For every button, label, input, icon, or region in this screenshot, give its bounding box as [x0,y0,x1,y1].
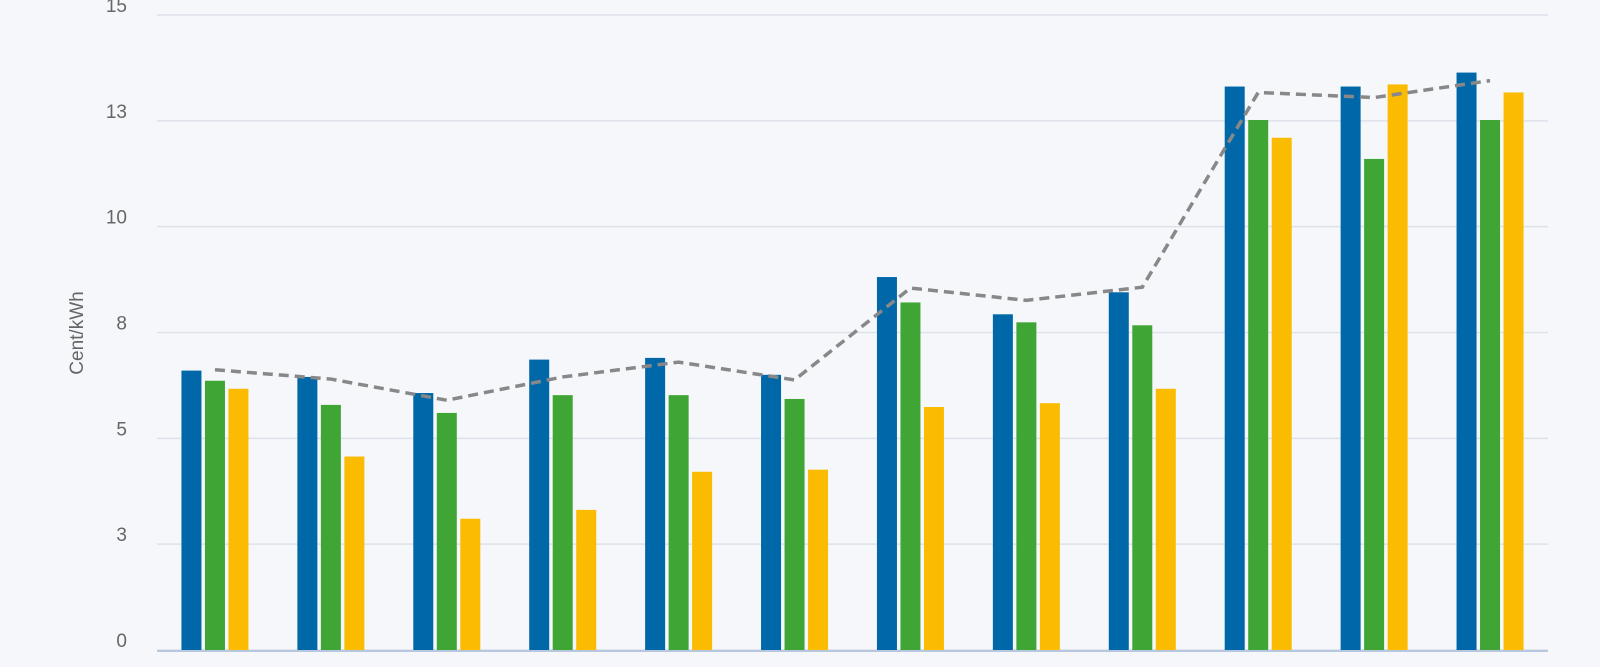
bar [1016,322,1037,650]
y-tick-label: 8 [116,314,127,335]
bar [436,412,457,650]
bar [668,395,689,650]
bar [181,370,202,650]
line [214,78,1491,403]
bar [1480,119,1501,650]
bar [1364,158,1385,650]
bar [344,456,365,650]
y-tick-label: 13 [106,102,127,123]
bar [204,380,225,650]
bar [320,404,341,650]
bar [228,388,249,650]
bar [413,393,434,650]
bar [460,518,481,650]
y-tick-label: 0 [116,631,127,652]
bar [1132,325,1153,650]
bar [1248,119,1269,650]
bar [761,374,782,650]
bar [645,357,666,650]
bar [992,314,1013,650]
bar [1108,292,1129,650]
bar [1456,72,1477,650]
bar [576,509,597,650]
y-tick-label: 15 [106,0,127,17]
bar [1387,84,1408,651]
bar [297,376,318,650]
bar [900,302,921,650]
bar [1340,86,1361,650]
bar [1271,137,1292,650]
bar [529,359,550,650]
y-axis-label: Cent/kWh [67,291,88,374]
bar [552,395,573,650]
bar [692,471,713,650]
bar [876,277,897,650]
bar [1155,388,1176,650]
bar [1224,86,1245,650]
bar [923,407,944,650]
y-tick-label: 5 [116,419,127,440]
y-tick-label: 10 [106,208,127,229]
y-tick-label: 3 [116,525,127,546]
bar [1503,92,1524,651]
bar [1039,403,1060,650]
bar [808,469,829,650]
bar [784,398,805,650]
